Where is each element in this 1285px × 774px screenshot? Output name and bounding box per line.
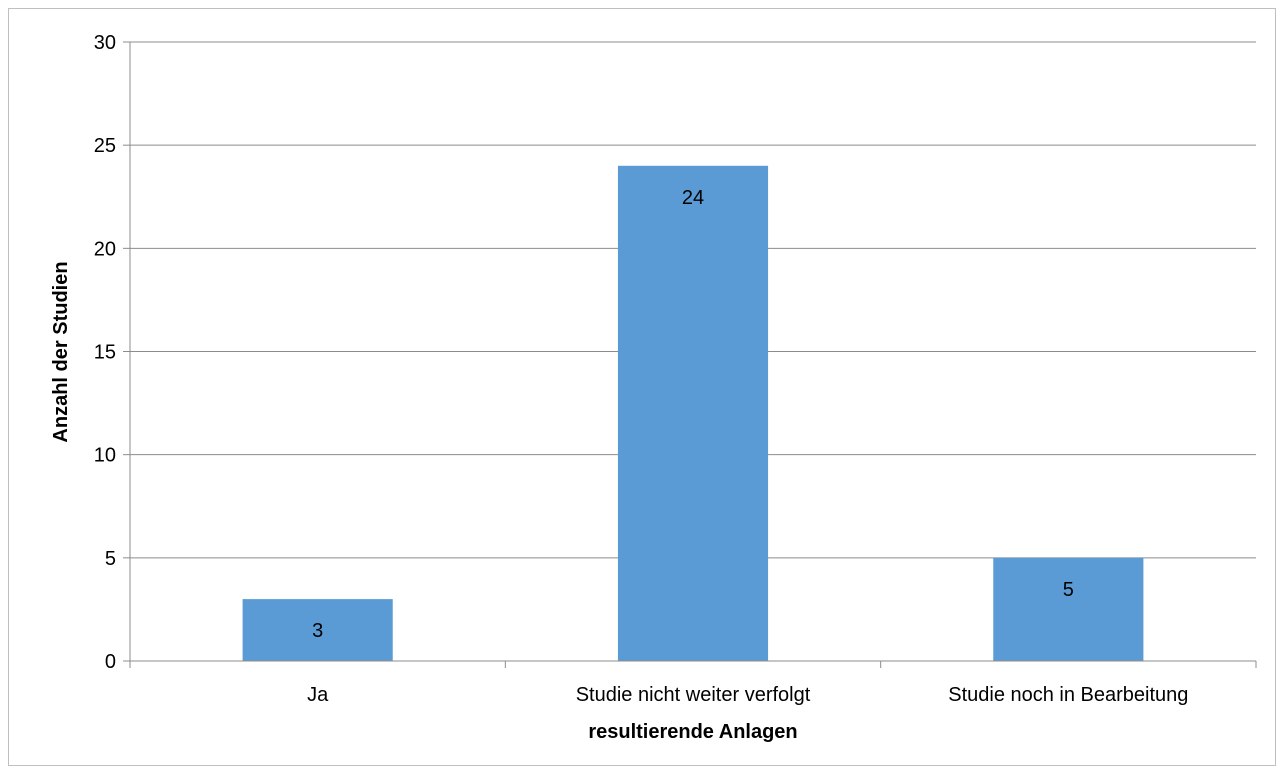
- x-axis: [129, 660, 1257, 668]
- data-labels: 3 24 5: [312, 187, 1074, 642]
- bar: [617, 165, 769, 662]
- y-tick-label: 25: [94, 135, 116, 157]
- y-axis-ticks: 0 5 10 15 20 25 30: [94, 32, 131, 673]
- y-tick-label: 15: [94, 342, 116, 364]
- x-axis-ticks: Ja Studie nicht weiter verfolgt Studie noc…: [307, 684, 1188, 706]
- y-tick-label: 30: [94, 32, 116, 54]
- bar: [242, 599, 393, 661]
- bar: [993, 557, 1144, 661]
- y-tick-label: 0: [105, 651, 116, 673]
- x-axis-title: resultierende Anlagen: [588, 721, 797, 743]
- y-axis-title: Anzahl der Studien: [50, 261, 72, 442]
- x-tick-label: Studie nicht weiter verfolgt: [576, 684, 811, 706]
- x-tick-label: Ja: [307, 684, 329, 706]
- y-tick-label: 5: [105, 548, 116, 570]
- data-label: 24: [682, 187, 704, 209]
- y-tick-label: 10: [94, 445, 116, 467]
- y-tick-label: 20: [94, 238, 116, 260]
- data-label: 5: [1063, 579, 1074, 601]
- data-label: 3: [312, 620, 323, 642]
- x-tick-label: Studie noch in Bearbeitung: [948, 684, 1188, 706]
- bars: [242, 165, 1144, 662]
